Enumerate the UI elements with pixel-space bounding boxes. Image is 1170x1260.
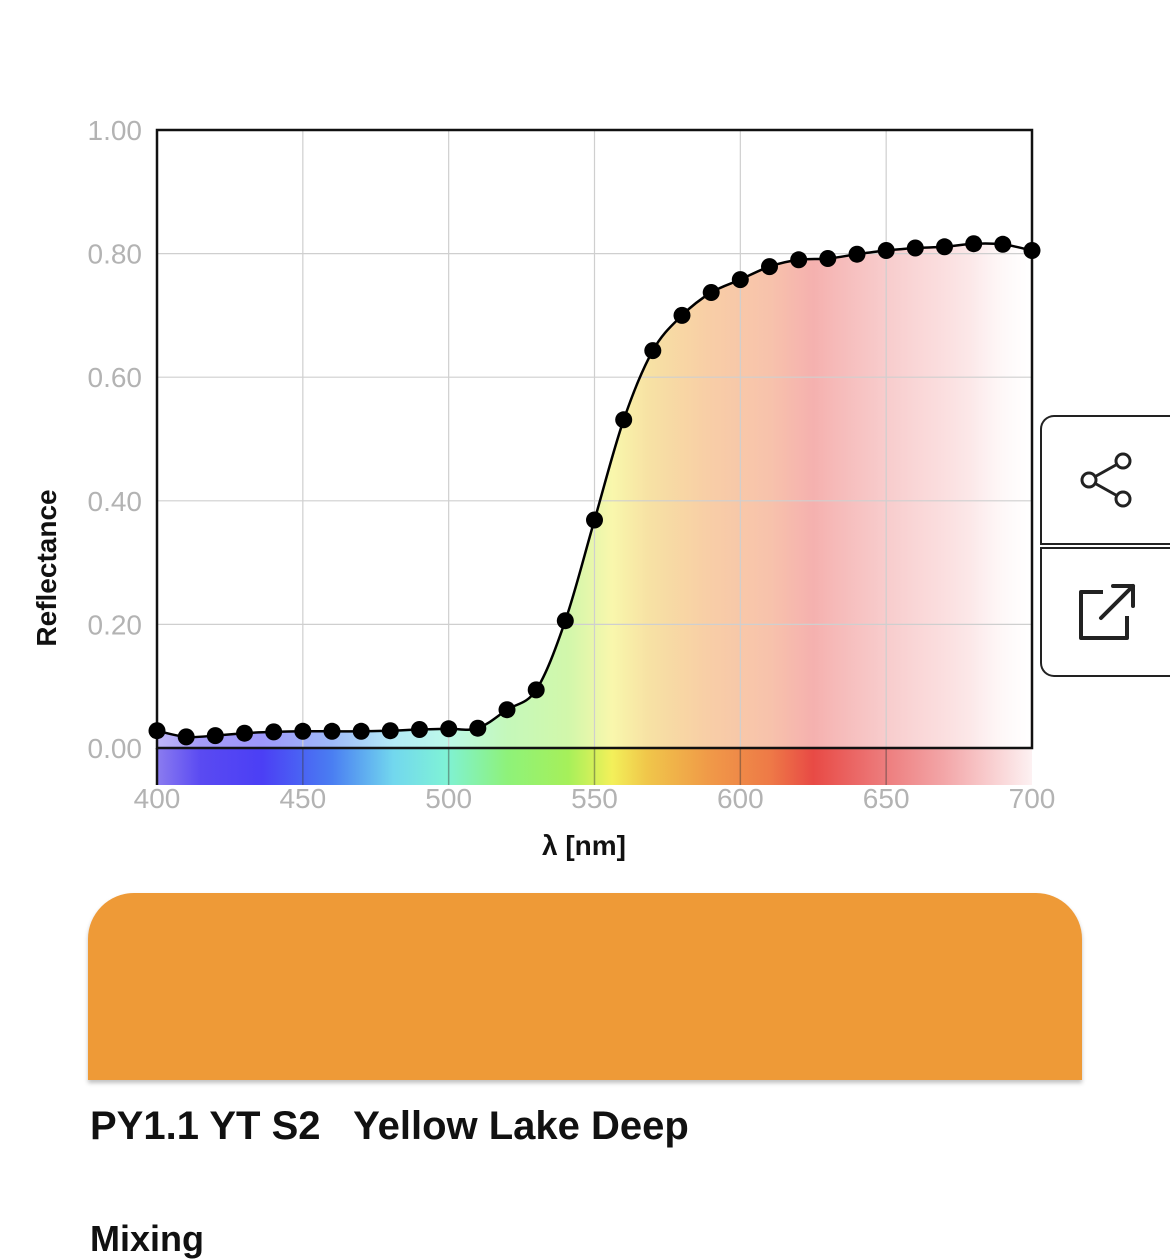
- x-tick-label: 650: [863, 783, 910, 814]
- y-tick-label: 0.40: [88, 486, 143, 517]
- x-axis: 400 450 500 550 600 650 700: [134, 783, 1056, 814]
- data-point: [469, 719, 487, 737]
- data-point: [556, 612, 574, 630]
- data-points: [148, 235, 1041, 746]
- plot-frame: [155, 128, 1034, 750]
- x-tick-label: 400: [134, 783, 181, 814]
- y-tick-label: 0.60: [88, 362, 143, 393]
- data-point: [877, 242, 895, 259]
- y-tick-label: 0.80: [88, 239, 143, 270]
- y-tick-label: 1.00: [88, 115, 143, 146]
- data-point: [381, 722, 399, 740]
- grid: [157, 130, 1032, 785]
- data-point: [236, 724, 253, 742]
- data-point: [673, 306, 691, 324]
- data-point: [148, 722, 166, 740]
- x-tick-label: 600: [717, 783, 764, 814]
- data-point: [644, 342, 662, 360]
- pigment-title: PY1.1 YT S2 Yellow Lake Deep: [90, 1104, 689, 1148]
- data-point: [352, 722, 370, 740]
- data-point: [411, 721, 428, 738]
- share-button[interactable]: [1040, 415, 1170, 545]
- spectrum-band: [155, 748, 1032, 785]
- data-point: [790, 251, 808, 269]
- open-external-button[interactable]: [1040, 547, 1170, 677]
- data-point: [294, 722, 312, 740]
- share-icon: [1080, 452, 1132, 508]
- data-point: [819, 250, 837, 267]
- x-axis-title: λ [nm]: [542, 830, 626, 861]
- data-point: [994, 235, 1012, 253]
- data-point: [498, 701, 516, 719]
- x-tick-label: 700: [1009, 783, 1056, 814]
- data-point: [1023, 242, 1041, 259]
- data-point: [702, 284, 720, 301]
- data-point: [440, 720, 458, 738]
- x-tick-label: 450: [279, 783, 326, 814]
- data-point: [965, 235, 983, 253]
- data-point: [265, 723, 283, 741]
- data-point: [206, 727, 224, 745]
- data-point: [731, 271, 749, 289]
- y-axis-title: Reflectance: [31, 489, 62, 646]
- section-heading: Mixing: [90, 1218, 204, 1259]
- data-point: [177, 728, 195, 746]
- data-point: [527, 681, 545, 699]
- data-point: [848, 245, 866, 263]
- y-tick-label: 0.00: [88, 733, 143, 764]
- x-tick-label: 550: [571, 783, 618, 814]
- data-point: [615, 411, 633, 429]
- data-point: [761, 258, 778, 276]
- data-point: [906, 239, 924, 257]
- y-axis: 0.00 0.20 0.40 0.60 0.80 1.00: [88, 115, 143, 764]
- color-swatch: [88, 893, 1082, 1080]
- data-point: [936, 238, 953, 256]
- reflectance-chart: 0.00 0.20 0.40 0.60 0.80 1.00 400 450 500 550 600…: [31, 115, 1056, 861]
- data-point: [323, 722, 341, 740]
- y-tick-label: 0.20: [88, 609, 143, 640]
- data-point: [586, 511, 603, 529]
- x-tick-label: 500: [425, 783, 472, 814]
- external-link-icon: [1079, 584, 1135, 640]
